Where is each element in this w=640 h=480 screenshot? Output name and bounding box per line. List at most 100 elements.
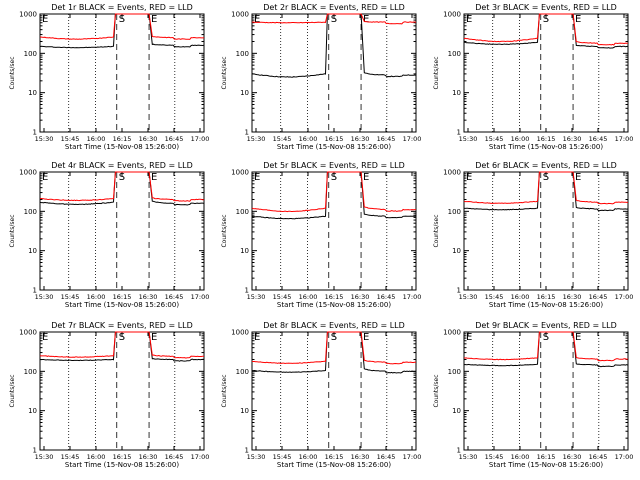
detector-panel: Det 7r BLACK = Events, RED = LLD 1 10 100 10…: [9, 321, 209, 469]
x-tick-label: 16:30: [351, 453, 370, 461]
event-marker: E: [466, 14, 472, 25]
x-tick-label: 16:45: [377, 293, 396, 301]
x-axis-label: Start Time (15-Nov-08 15:26:00): [489, 301, 603, 309]
plot-title: Det 6r BLACK = Events, RED = LLD: [475, 161, 617, 170]
y-axis-label: Counts/sec: [221, 374, 228, 407]
plot-frame: [39, 171, 205, 291]
x-tick-label: 16:00: [299, 293, 318, 301]
events-series-line: [40, 331, 205, 362]
x-tick-label: 16:45: [377, 135, 396, 143]
events-series-line: [39, 13, 205, 49]
plot-title: Det 1r BLACK = Events, RED = LLD: [51, 3, 193, 12]
y-tick-label: 1000: [231, 169, 249, 177]
event-marker: S: [543, 172, 549, 183]
plot-title: Det 4r BLACK = Events, RED = LLD: [51, 161, 193, 170]
x-tick-label: 16:15: [113, 453, 132, 461]
events-series-line: [251, 171, 417, 220]
event-marker: E: [151, 332, 157, 343]
y-tick-label: 10: [240, 407, 249, 415]
event-marker: E: [575, 172, 581, 183]
x-tick-label: 16:45: [589, 293, 608, 301]
x-tick-label: 15:45: [273, 453, 292, 461]
x-axis-label: Start Time (15-Nov-08 15:26:00): [65, 143, 179, 151]
y-axis-label: Counts/sec: [433, 374, 440, 407]
x-axis-label: Start Time (15-Nov-08 15:26:00): [489, 143, 603, 151]
events-series-line: [39, 171, 205, 206]
x-axis-label: Start Time (15-Nov-08 15:26:00): [65, 461, 179, 469]
x-tick-label: 16:15: [113, 293, 132, 301]
plot-frame: [463, 13, 629, 133]
detector-panel: Det 2r BLACK = Events, RED = LLD 1 10 100 10…: [221, 3, 421, 151]
x-tick-label: 16:30: [351, 293, 370, 301]
x-tick-label: 15:45: [273, 293, 292, 301]
y-tick-label: 10: [240, 247, 249, 255]
y-tick-label: 1000: [231, 11, 249, 19]
event-marker: S: [119, 14, 125, 25]
y-tick-label: 1: [33, 129, 37, 137]
y-axis-label: Counts/sec: [9, 374, 16, 407]
events-series-line: [463, 171, 629, 212]
x-axis-label: Start Time (15-Nov-08 15:26:00): [277, 301, 391, 309]
x-tick-label: 17:00: [191, 135, 210, 143]
y-tick-label: 1000: [443, 329, 461, 337]
plot-frame: [463, 171, 629, 291]
y-tick-label: 100: [24, 50, 37, 58]
y-tick-label: 1000: [19, 11, 37, 19]
x-tick-label: 16:00: [87, 453, 106, 461]
events-series-line: [464, 13, 629, 49]
y-axis-label: Counts/sec: [433, 56, 440, 89]
x-tick-label: 16:15: [325, 293, 344, 301]
y-tick-label: 1: [33, 287, 37, 295]
lld-series-line: [464, 331, 629, 362]
y-tick-label: 1: [33, 447, 37, 455]
y-tick-label: 1000: [19, 169, 37, 177]
x-tick-label: 16:30: [139, 135, 158, 143]
x-tick-label: 17:00: [191, 453, 210, 461]
y-tick-label: 100: [448, 50, 461, 58]
y-tick-label: 100: [236, 50, 249, 58]
event-marker: E: [42, 14, 48, 25]
x-tick-label: 17:00: [615, 135, 634, 143]
detector-panel: Det 5r BLACK = Events, RED = LLD 1 10 100 10…: [221, 161, 421, 309]
y-tick-label: 1000: [19, 329, 37, 337]
y-tick-label: 1: [457, 129, 461, 137]
y-tick-label: 100: [236, 368, 249, 376]
lld-series-line: [39, 13, 205, 40]
event-marker: S: [331, 172, 337, 183]
x-tick-label: 17:00: [615, 453, 634, 461]
event-marker: E: [363, 332, 369, 343]
y-tick-label: 100: [448, 368, 461, 376]
x-tick-label: 16:00: [299, 453, 318, 461]
x-tick-label: 16:45: [165, 293, 184, 301]
y-tick-label: 10: [240, 89, 249, 97]
event-marker: E: [254, 14, 260, 25]
x-tick-label: 16:00: [511, 293, 530, 301]
lld-series-line: [251, 13, 417, 25]
plot-title: Det 5r BLACK = Events, RED = LLD: [263, 161, 405, 170]
detector-panel: Det 8r BLACK = Events, RED = LLD 1 10 100 10…: [221, 321, 421, 469]
x-axis-label: Start Time (15-Nov-08 15:26:00): [489, 461, 603, 469]
x-tick-label: 17:00: [403, 293, 422, 301]
x-tick-label: 16:15: [325, 135, 344, 143]
event-marker: E: [151, 14, 157, 25]
detector-panel: Det 6r BLACK = Events, RED = LLD 1 10 100 10…: [433, 161, 633, 309]
y-tick-label: 10: [28, 407, 37, 415]
detector-panel: Det 3r BLACK = Events, RED = LLD 1 10 100 10…: [433, 3, 633, 151]
plot-frame: [251, 13, 417, 133]
x-tick-label: 15:30: [35, 135, 54, 143]
x-tick-label: 17:00: [403, 453, 422, 461]
x-tick-label: 16:15: [537, 135, 556, 143]
events-series-line: [463, 331, 629, 368]
y-tick-label: 10: [452, 407, 461, 415]
x-axis-label: Start Time (15-Nov-08 15:26:00): [65, 301, 179, 309]
event-marker: E: [575, 14, 581, 25]
plot-title: Det 8r BLACK = Events, RED = LLD: [263, 321, 405, 330]
y-tick-label: 1000: [231, 329, 249, 337]
event-marker: E: [363, 172, 369, 183]
plot-frame: [251, 171, 417, 291]
x-tick-label: 16:00: [511, 453, 530, 461]
event-marker: E: [42, 172, 48, 183]
x-tick-label: 15:45: [485, 135, 504, 143]
event-marker: S: [119, 172, 125, 183]
x-tick-label: 16:45: [589, 135, 608, 143]
